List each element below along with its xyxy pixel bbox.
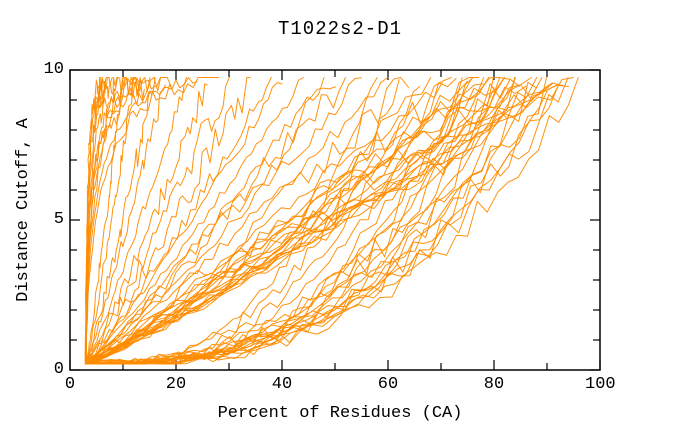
x-tick-40: 40: [267, 375, 297, 394]
y-axis-label: Distance Cutoff, A: [14, 118, 33, 302]
x-axis-label: Percent of Residues (CA): [0, 404, 680, 423]
model-curve-19: [85, 80, 399, 364]
x-tick-20: 20: [161, 375, 191, 394]
chart-title: T1022s2-D1: [0, 18, 680, 40]
y-tick-5: 5: [40, 210, 64, 229]
x-tick-60: 60: [373, 375, 403, 394]
x-tick-80: 80: [479, 375, 509, 394]
x-tick-0: 0: [55, 375, 85, 394]
curve-plot-svg: [70, 70, 600, 370]
model-curve-31: [86, 88, 494, 364]
x-tick-100: 100: [585, 375, 615, 394]
plot-area: [70, 70, 600, 370]
chart-root: T1022s2-D1 Distance Cutoff, A Percent of…: [0, 0, 680, 440]
model-curves: [85, 78, 578, 365]
y-tick-10: 10: [40, 60, 64, 79]
